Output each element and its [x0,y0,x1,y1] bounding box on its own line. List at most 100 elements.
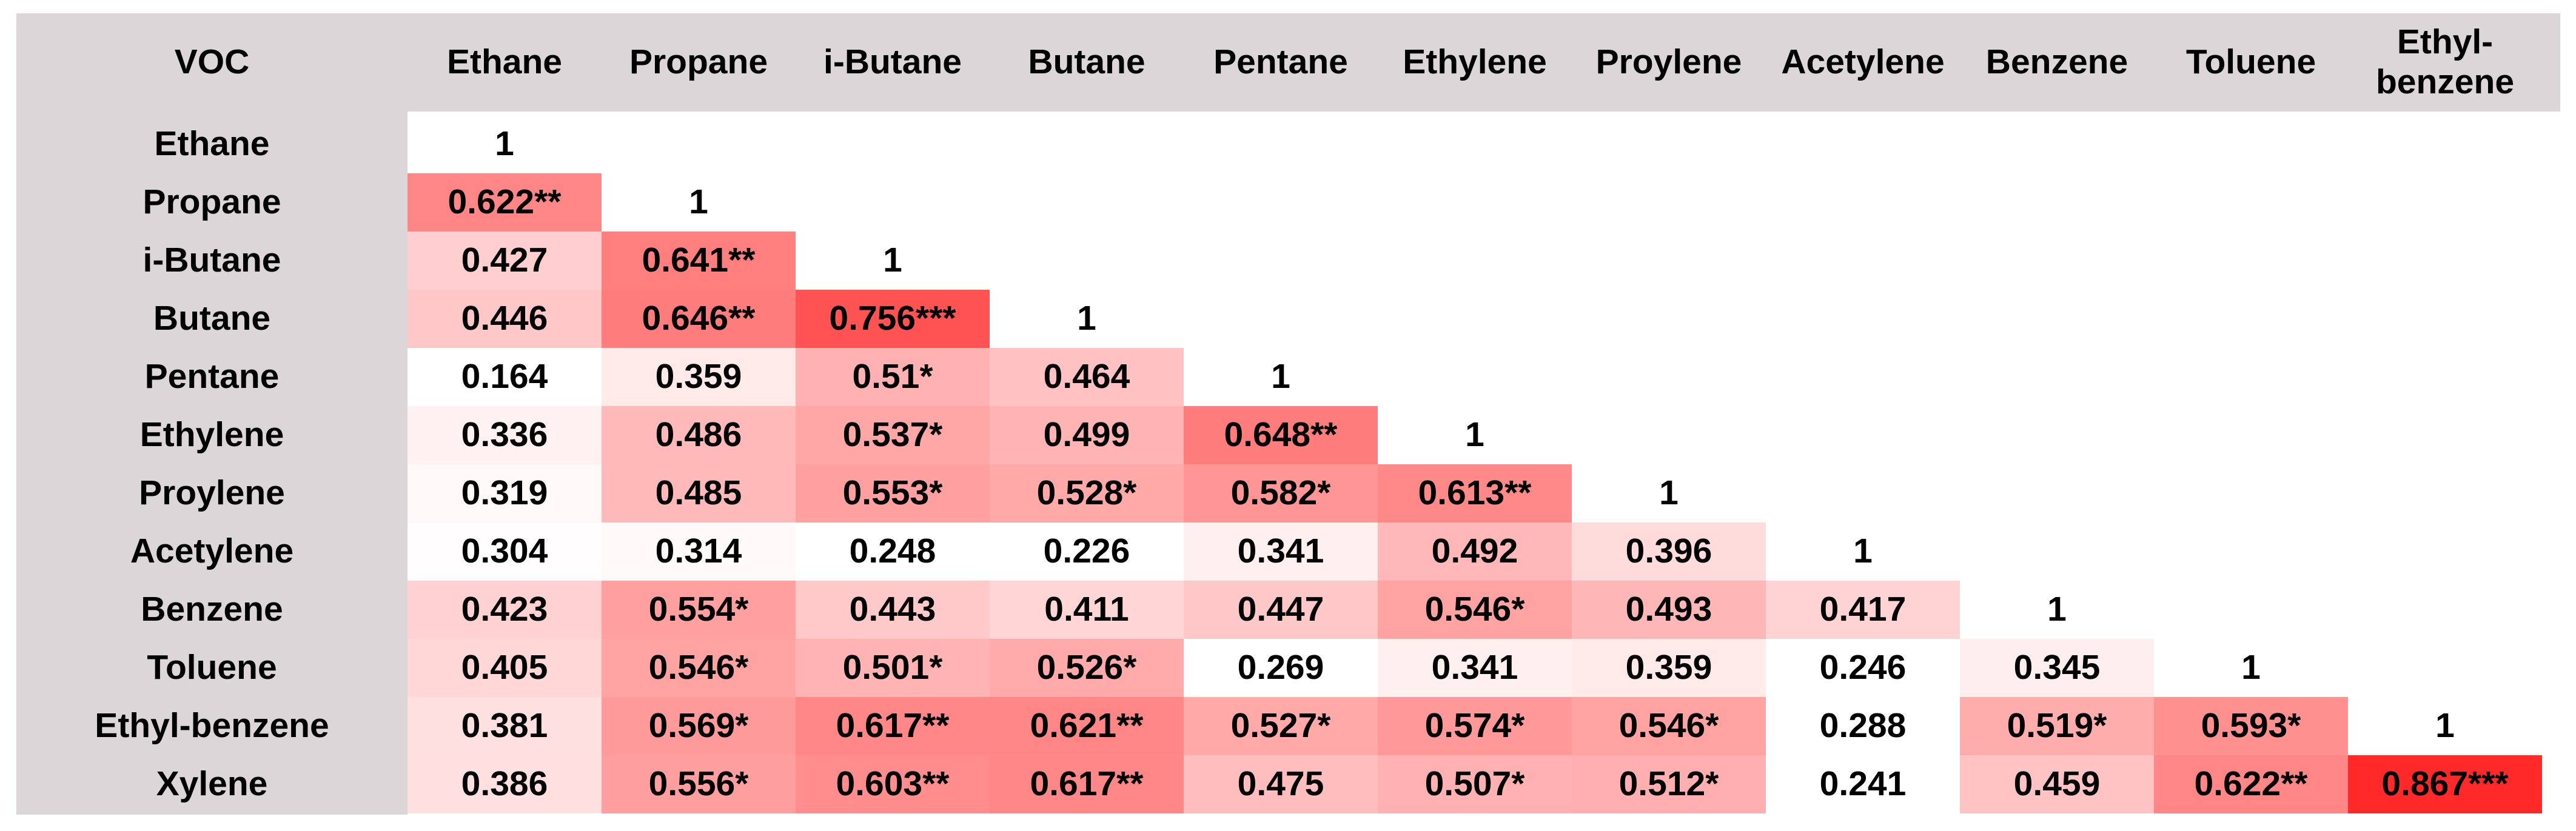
correlation-cell: 1 [1184,348,1378,406]
row-label: Acetylene [130,532,294,571]
correlation-cell: 0.359 [602,348,796,406]
row-label: Ethylene [139,415,284,455]
correlation-cell: 0.621** [990,697,1184,755]
header-band [16,13,2560,112]
row-label: Xylene [156,764,268,804]
correlation-cell: 0.537* [796,406,990,464]
correlation-cell: 0.427 [408,232,602,290]
correlation-cell: 0.51* [796,348,990,406]
row-label: Pentane [144,357,280,396]
correlation-cell: 1 [990,290,1184,348]
correlation-cell: 0.443 [796,581,990,639]
correlation-cell: 0.556* [602,755,796,813]
correlation-cell: 0.499 [990,406,1184,464]
correlation-cell: 0.622** [2154,755,2348,813]
correlation-cell: 0.459 [1960,755,2154,813]
row-label: Proylene [139,473,285,513]
correlation-cell: 0.617** [796,697,990,755]
column-header: Benzene [1985,42,2128,82]
column-header: Toluene [2185,42,2316,82]
row-label: Ethane [154,124,270,164]
correlation-cell: 0.593* [2154,697,2348,755]
correlation-cell: 0.756*** [796,290,990,348]
column-header: Butane [1028,42,1145,82]
correlation-cell: 0.269 [1184,639,1378,697]
correlation-cell: 1 [1378,406,1572,464]
column-header: VOC [174,42,250,82]
correlation-cell: 0.507* [1378,755,1572,813]
correlation-cell: 0.336 [408,406,602,464]
correlation-cell: 0.341 [1378,639,1572,697]
correlation-cell: 0.405 [408,639,602,697]
row-label: Ethyl-benzene [95,706,329,746]
correlation-cell: 0.648** [1184,406,1378,464]
correlation-cell: 0.613** [1378,464,1572,522]
correlation-cell: 1 [1766,522,1960,581]
row-label: Propane [143,182,281,222]
row-label: Butane [153,299,271,338]
column-header: i-Butane [823,42,962,82]
correlation-cell: 0.464 [990,348,1184,406]
correlation-cell: 0.486 [602,406,796,464]
correlation-cell: 0.641** [602,232,796,290]
correlation-cell: 1 [1572,464,1766,522]
column-header: Ethane [446,42,563,82]
correlation-cell: 0.341 [1184,522,1378,581]
correlation-cell: 0.546* [1572,697,1766,755]
correlation-cell: 0.241 [1766,755,1960,813]
correlation-cell: 0.603** [796,755,990,813]
correlation-cell: 0.226 [990,522,1184,581]
correlation-cell: 1 [2348,697,2542,755]
correlation-cell: 0.512* [1572,755,1766,813]
correlation-cell: 1 [408,115,602,173]
correlation-cell: 0.345 [1960,639,2154,697]
row-label: i-Butane [143,241,281,280]
correlation-cell: 0.164 [408,348,602,406]
correlation-cell: 0.622** [408,173,602,232]
correlation-cell: 0.423 [408,581,602,639]
correlation-cell: 1 [602,173,796,232]
column-header: Pentane [1213,42,1348,82]
correlation-cell: 0.492 [1378,522,1572,581]
correlation-cell: 0.617** [990,755,1184,813]
correlation-cell: 0.417 [1766,581,1960,639]
correlation-cell: 0.574* [1378,697,1572,755]
correlation-cell: 0.248 [796,522,990,581]
correlation-cell: 0.319 [408,464,602,522]
correlation-cell: 0.411 [990,581,1184,639]
correlation-cell: 0.304 [408,522,602,581]
correlation-cell: 0.553* [796,464,990,522]
correlation-cell: 0.396 [1572,522,1766,581]
correlation-cell: 1 [1960,581,2154,639]
correlation-cell: 0.246 [1766,639,1960,697]
correlation-cell: 0.554* [602,581,796,639]
correlation-cell: 0.546* [602,639,796,697]
correlation-cell: 0.527* [1184,697,1378,755]
correlation-cell: 0.485 [602,464,796,522]
correlation-cell: 0.867*** [2348,755,2542,813]
correlation-cell: 0.501* [796,639,990,697]
correlation-cell: 0.447 [1184,581,1378,639]
correlation-cell: 0.528* [990,464,1184,522]
correlation-cell: 0.314 [602,522,796,581]
row-label: Benzene [141,590,283,629]
column-header: Propane [629,42,768,82]
correlation-cell: 0.493 [1572,581,1766,639]
correlation-cell: 0.546* [1378,581,1572,639]
correlation-cell: 0.359 [1572,639,1766,697]
correlation-cell: 0.386 [408,755,602,813]
correlation-cell: 0.526* [990,639,1184,697]
correlation-cell: 1 [2154,639,2348,697]
correlation-cell: 0.519* [1960,697,2154,755]
row-label: Toluene [147,648,277,687]
column-header: Ethyl-benzene [2375,22,2515,101]
column-header: Acetylene [1781,42,1945,82]
correlation-cell: 0.582* [1184,464,1378,522]
correlation-cell: 0.569* [602,697,796,755]
column-header: Ethylene [1403,42,1547,82]
correlation-cell: 0.381 [408,697,602,755]
correlation-cell: 0.475 [1184,755,1378,813]
row-label-band [16,112,408,815]
column-header: Proylene [1595,42,1742,82]
